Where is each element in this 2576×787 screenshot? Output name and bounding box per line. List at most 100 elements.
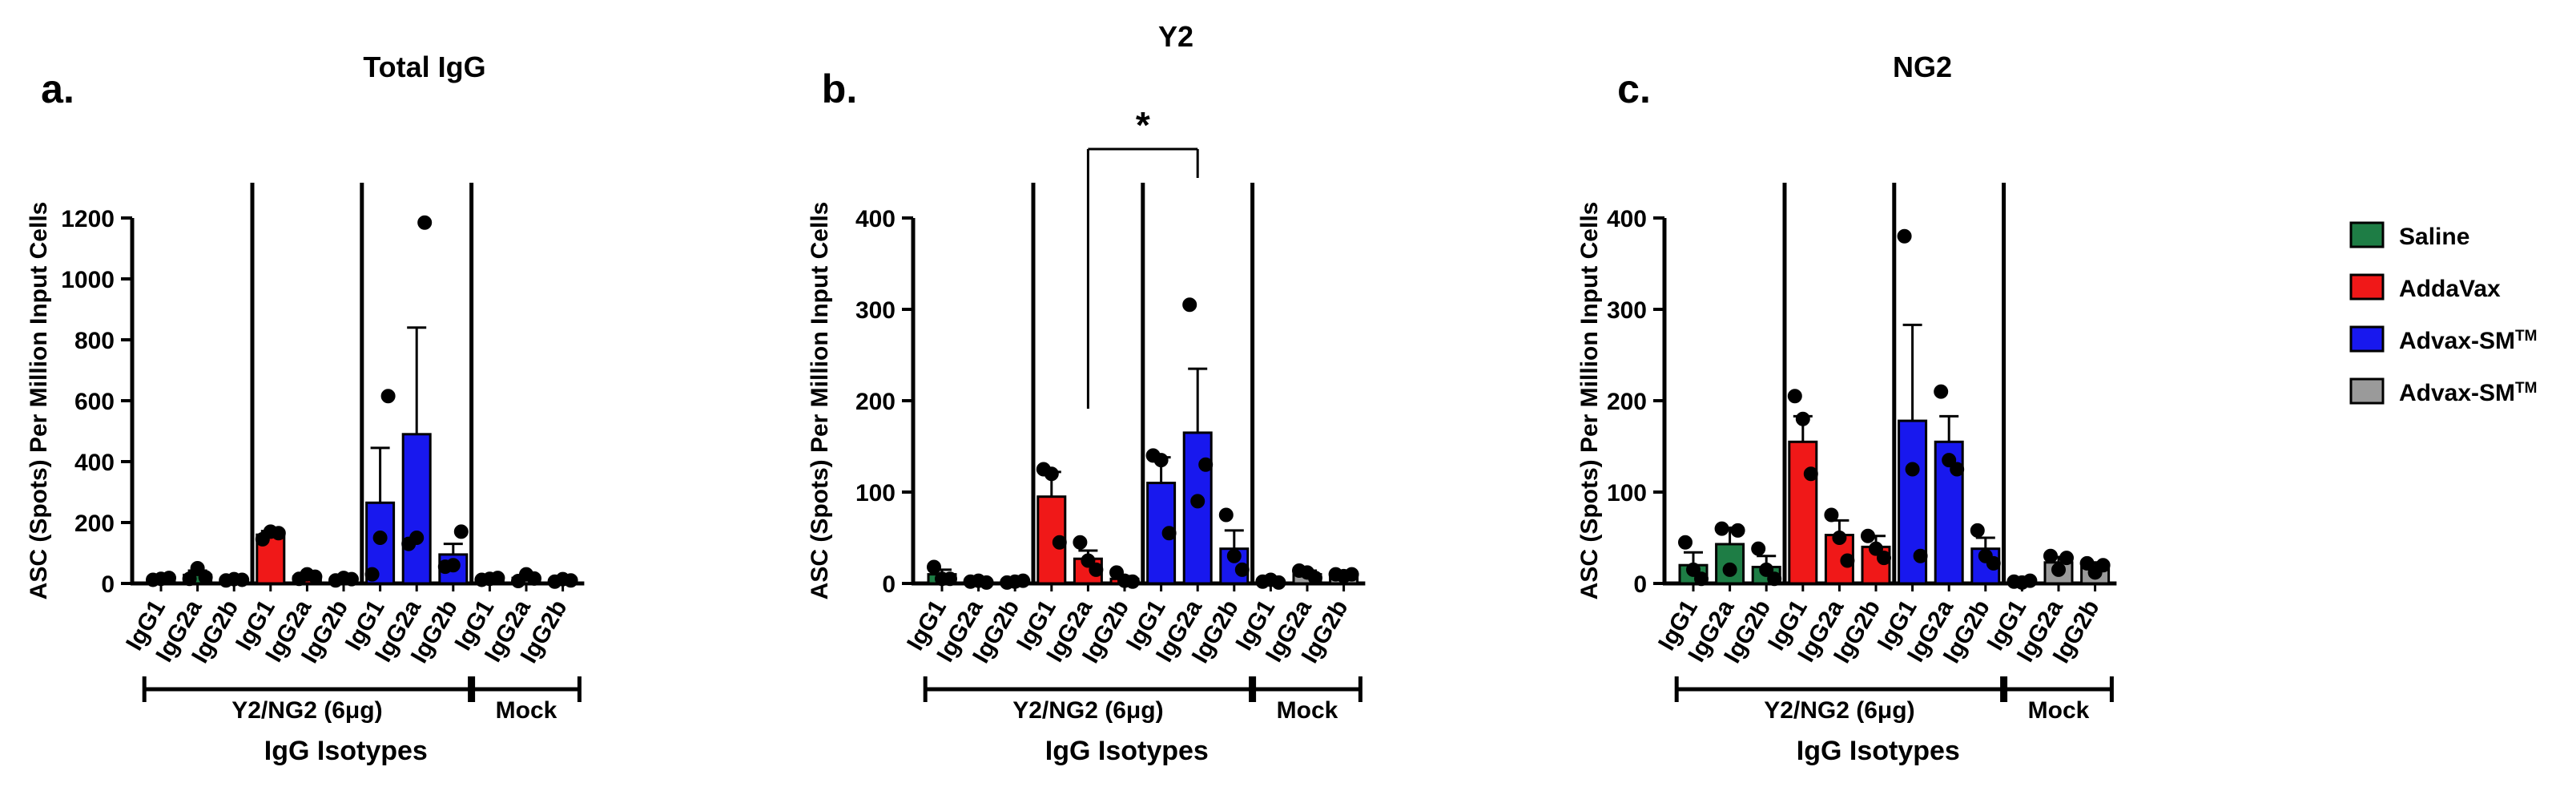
data-point [2059, 551, 2074, 566]
y-tick-label: 400 [1607, 206, 1647, 232]
data-point [1089, 562, 1104, 577]
data-point [308, 569, 323, 584]
data-point [372, 531, 388, 545]
data-point [380, 389, 396, 404]
data-point [1751, 541, 1766, 556]
data-point [2051, 562, 2066, 577]
y-tick-label: 0 [101, 571, 115, 598]
data-point [162, 571, 176, 586]
x-axis-label: IgG Isotypes [1045, 736, 1209, 766]
data-point [198, 570, 213, 585]
data-point [2043, 548, 2058, 563]
y-tick-label: 100 [855, 480, 896, 507]
data-point [490, 571, 505, 586]
legend-swatch-advax-sm [2349, 325, 2385, 353]
data-point [1678, 535, 1693, 550]
data-point [1234, 562, 1250, 577]
y-tick-label: 400 [74, 450, 115, 476]
data-point [1877, 551, 1891, 566]
y-tick-label: 600 [74, 389, 115, 415]
data-point [409, 531, 425, 545]
data-point [1869, 541, 1883, 556]
data-point [1081, 553, 1096, 568]
data-point [1767, 571, 1782, 587]
data-point [1950, 462, 1965, 477]
group-label: Mock [2028, 697, 2090, 724]
data-point [1787, 389, 1802, 404]
data-point [235, 572, 250, 587]
panel-label: a. [41, 67, 74, 111]
y-tick-label: 400 [855, 206, 896, 232]
data-point [1052, 535, 1067, 550]
data-point [190, 561, 205, 575]
data-point [1153, 453, 1169, 468]
panel-title: Total IgG [363, 50, 485, 83]
legend-label-advax-sm: Advax-SMTM [2399, 328, 2537, 355]
data-point [417, 215, 433, 230]
legend-label-saline: Saline [2399, 224, 2469, 250]
data-point [1198, 457, 1214, 472]
panel-a: a. Total IgG ASC (Spots) Per Million Input… [26, 50, 585, 766]
panel-label: b. [822, 67, 857, 111]
data-point [1722, 562, 1737, 577]
data-point [927, 559, 941, 575]
data-point [1970, 523, 1985, 538]
data-point [1308, 571, 1322, 586]
data-point [1840, 553, 1855, 568]
y-axis-label: ASC (Spots) Per Million Input Cells [26, 202, 52, 600]
data-point [1073, 535, 1088, 550]
data-point [1044, 466, 1059, 482]
data-point [1913, 548, 1928, 563]
data-point [1694, 571, 1709, 587]
significance-star: * [1136, 104, 1150, 146]
data-point [1271, 575, 1286, 590]
y-tick-label: 200 [1607, 389, 1647, 415]
data-point [1861, 528, 1875, 543]
data-point [1182, 297, 1197, 313]
data-point [1803, 466, 1818, 482]
data-point [1759, 562, 1774, 577]
y-tick-label: 100 [1607, 480, 1647, 507]
data-point [2079, 555, 2095, 571]
group-label: Y2/NG2 (6μg) [231, 697, 382, 724]
data-point [1218, 507, 1234, 523]
data-point [1905, 462, 1920, 477]
data-point [1686, 562, 1701, 577]
y-tick-label: 1200 [61, 206, 115, 232]
data-point [1344, 567, 1359, 582]
group-label: Y2/NG2 (6μg) [1764, 697, 1914, 724]
data-point [1125, 574, 1140, 589]
y-tick-label: 200 [74, 511, 115, 537]
panel-b: b. ASC (Spots) Per Million Input Cells 0 10… [807, 67, 1366, 766]
data-point [2095, 558, 2111, 573]
y-tick-label: 200 [855, 389, 896, 415]
y-tick-label: 300 [855, 297, 896, 324]
data-point [1942, 453, 1957, 468]
data-point [1016, 573, 1031, 588]
data-point [1986, 555, 2001, 571]
data-point [1897, 228, 1912, 244]
bar [401, 433, 432, 585]
legend-swatch-advax-sm-mock [2349, 377, 2385, 405]
data-point [182, 571, 197, 587]
data-point [1832, 531, 1847, 545]
data-point [943, 571, 957, 587]
data-point [1934, 384, 1949, 399]
data-point [1226, 548, 1242, 563]
y-tick-label: 0 [1633, 571, 1647, 598]
y-tick-label: 0 [882, 571, 896, 598]
data-point [453, 524, 469, 539]
data-point [364, 567, 380, 582]
x-axis-label: IgG Isotypes [264, 736, 428, 766]
panel-label: c. [1617, 67, 1651, 111]
y-tick-label: 800 [74, 328, 115, 354]
panel-c: c. NG2 ASC (Spots) Per Million Input Cells… [1576, 50, 2117, 766]
data-point [1795, 411, 1810, 426]
group-label: Mock [1277, 697, 1338, 724]
group-label: Mock [496, 697, 557, 724]
figure-title: Y2 [1158, 20, 1193, 53]
bar [1788, 440, 1818, 585]
data-point [527, 571, 541, 586]
y-axis-label: ASC (Spots) Per Million Input Cells [1576, 202, 1603, 600]
